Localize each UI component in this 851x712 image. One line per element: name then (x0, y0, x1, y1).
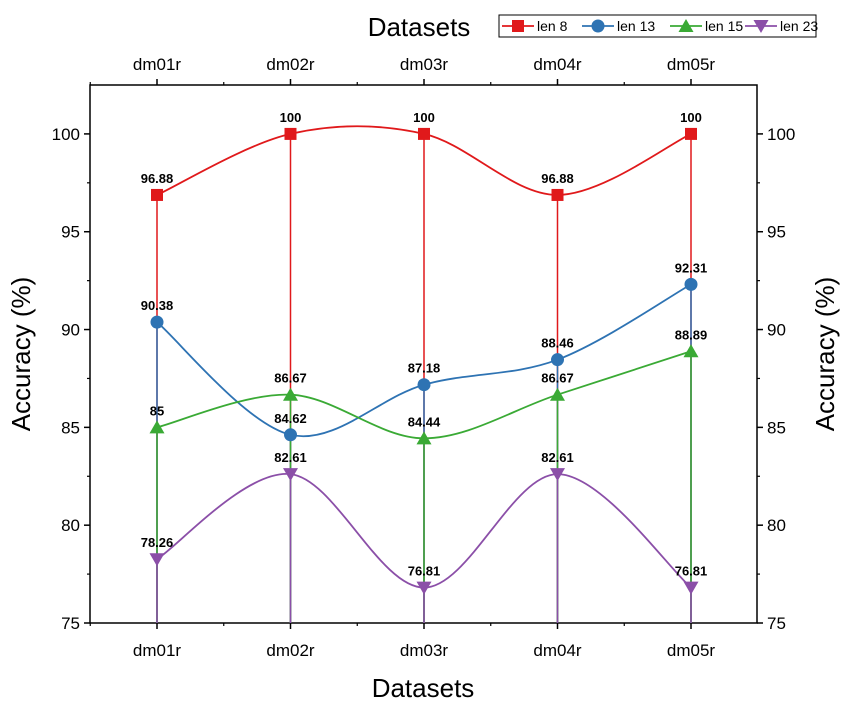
legend-label-len-13: len 13 (617, 18, 655, 34)
y-tick-label-right: 75 (767, 614, 786, 633)
x-tick-label-top: dm05r (667, 55, 716, 74)
data-label-len-15: 84.44 (408, 414, 441, 429)
data-label-len-13: 84.62 (274, 411, 307, 426)
x-tick-label-top: dm02r (266, 55, 315, 74)
y-axis-title-left: Accuracy (%) (6, 277, 36, 432)
legend-label-len-8: len 8 (537, 18, 568, 34)
point-len-8 (418, 127, 430, 140)
point-len-23 (149, 553, 165, 567)
legend-label-len-15: len 15 (705, 18, 743, 34)
point-len-15 (550, 387, 565, 401)
point-len-8 (685, 127, 697, 140)
y-tick-label-right: 85 (767, 418, 786, 437)
legend: len 8 len 13 len 15 len 23 (498, 14, 818, 38)
y-tick-label-left: 80 (61, 516, 80, 535)
data-label-len-23: 82.61 (541, 450, 574, 465)
legend-marker-len-13 (591, 19, 605, 33)
data-label-len-23: 76.81 (675, 564, 708, 579)
point-len-23 (283, 468, 298, 482)
y-tick-label-right: 80 (767, 516, 786, 535)
y-tick-label-left: 85 (61, 418, 80, 437)
point-len-23 (550, 468, 565, 482)
point-len-13 (284, 428, 297, 442)
data-label-len-13: 90.38 (141, 298, 174, 313)
data-label-len-8: 100 (680, 110, 702, 125)
y-tick-label-right: 90 (767, 321, 786, 340)
legend-marker-len-23 (753, 20, 769, 33)
point-len-13 (150, 315, 164, 329)
point-len-13 (684, 277, 698, 291)
x-axis-title-top: Datasets (368, 12, 471, 42)
x-tick-label-top: dm01r (133, 55, 182, 74)
point-len-15 (149, 420, 165, 434)
legend-marker-len-8 (512, 20, 524, 32)
y-tick-label-left: 75 (61, 614, 80, 633)
y-tick-label-left: 90 (61, 321, 80, 340)
point-len-15 (683, 344, 699, 358)
x-tick-label-bottom: dm05r (667, 641, 716, 660)
x-tick-label-bottom: dm01r (133, 641, 182, 660)
x-tick-label-bottom: dm02r (266, 641, 315, 660)
legend-label-len-23: len 23 (780, 18, 818, 34)
point-len-13 (417, 378, 431, 392)
point-len-8 (151, 188, 163, 201)
data-label-len-15: 88.89 (675, 327, 708, 342)
legend-box (498, 14, 817, 38)
legend-marker-len-15 (678, 19, 694, 32)
x-tick-label-top: dm04r (533, 55, 582, 74)
data-label-len-23: 76.81 (408, 564, 441, 579)
data-label-len-13: 92.31 (675, 260, 708, 275)
y-tick-label-right: 95 (767, 223, 786, 242)
data-label-len-23: 82.61 (274, 450, 307, 465)
x-tick-label-top: dm03r (400, 55, 449, 74)
data-label-len-8: 100 (280, 110, 302, 125)
y-tick-label-right: 100 (767, 125, 795, 144)
data-label-len-8: 96.88 (541, 171, 574, 186)
point-len-15 (283, 387, 298, 401)
y-tick-label-left: 100 (52, 125, 80, 144)
point-len-23 (683, 581, 699, 595)
x-tick-label-bottom: dm04r (533, 641, 582, 660)
data-label-len-15: 86.67 (274, 371, 307, 386)
data-label-len-15: 86.67 (541, 371, 574, 386)
data-label-len-15: 85 (150, 403, 164, 418)
data-label-len-13: 88.46 (541, 336, 574, 351)
data-label-len-8: 100 (413, 110, 435, 125)
x-tick-label-bottom: dm03r (400, 641, 449, 660)
data-label-len-13: 87.18 (408, 361, 441, 376)
x-axis-title-bottom: Datasets (372, 673, 475, 703)
point-len-13 (551, 353, 564, 367)
data-label-len-8: 96.88 (141, 171, 174, 186)
y-tick-label-left: 95 (61, 223, 80, 242)
data-label-len-23: 78.26 (141, 535, 174, 550)
point-len-23 (416, 581, 432, 595)
y-axis-title-right: Accuracy (%) (810, 277, 840, 432)
point-len-8 (284, 127, 297, 140)
point-len-8 (551, 188, 564, 201)
point-len-15 (416, 431, 432, 445)
